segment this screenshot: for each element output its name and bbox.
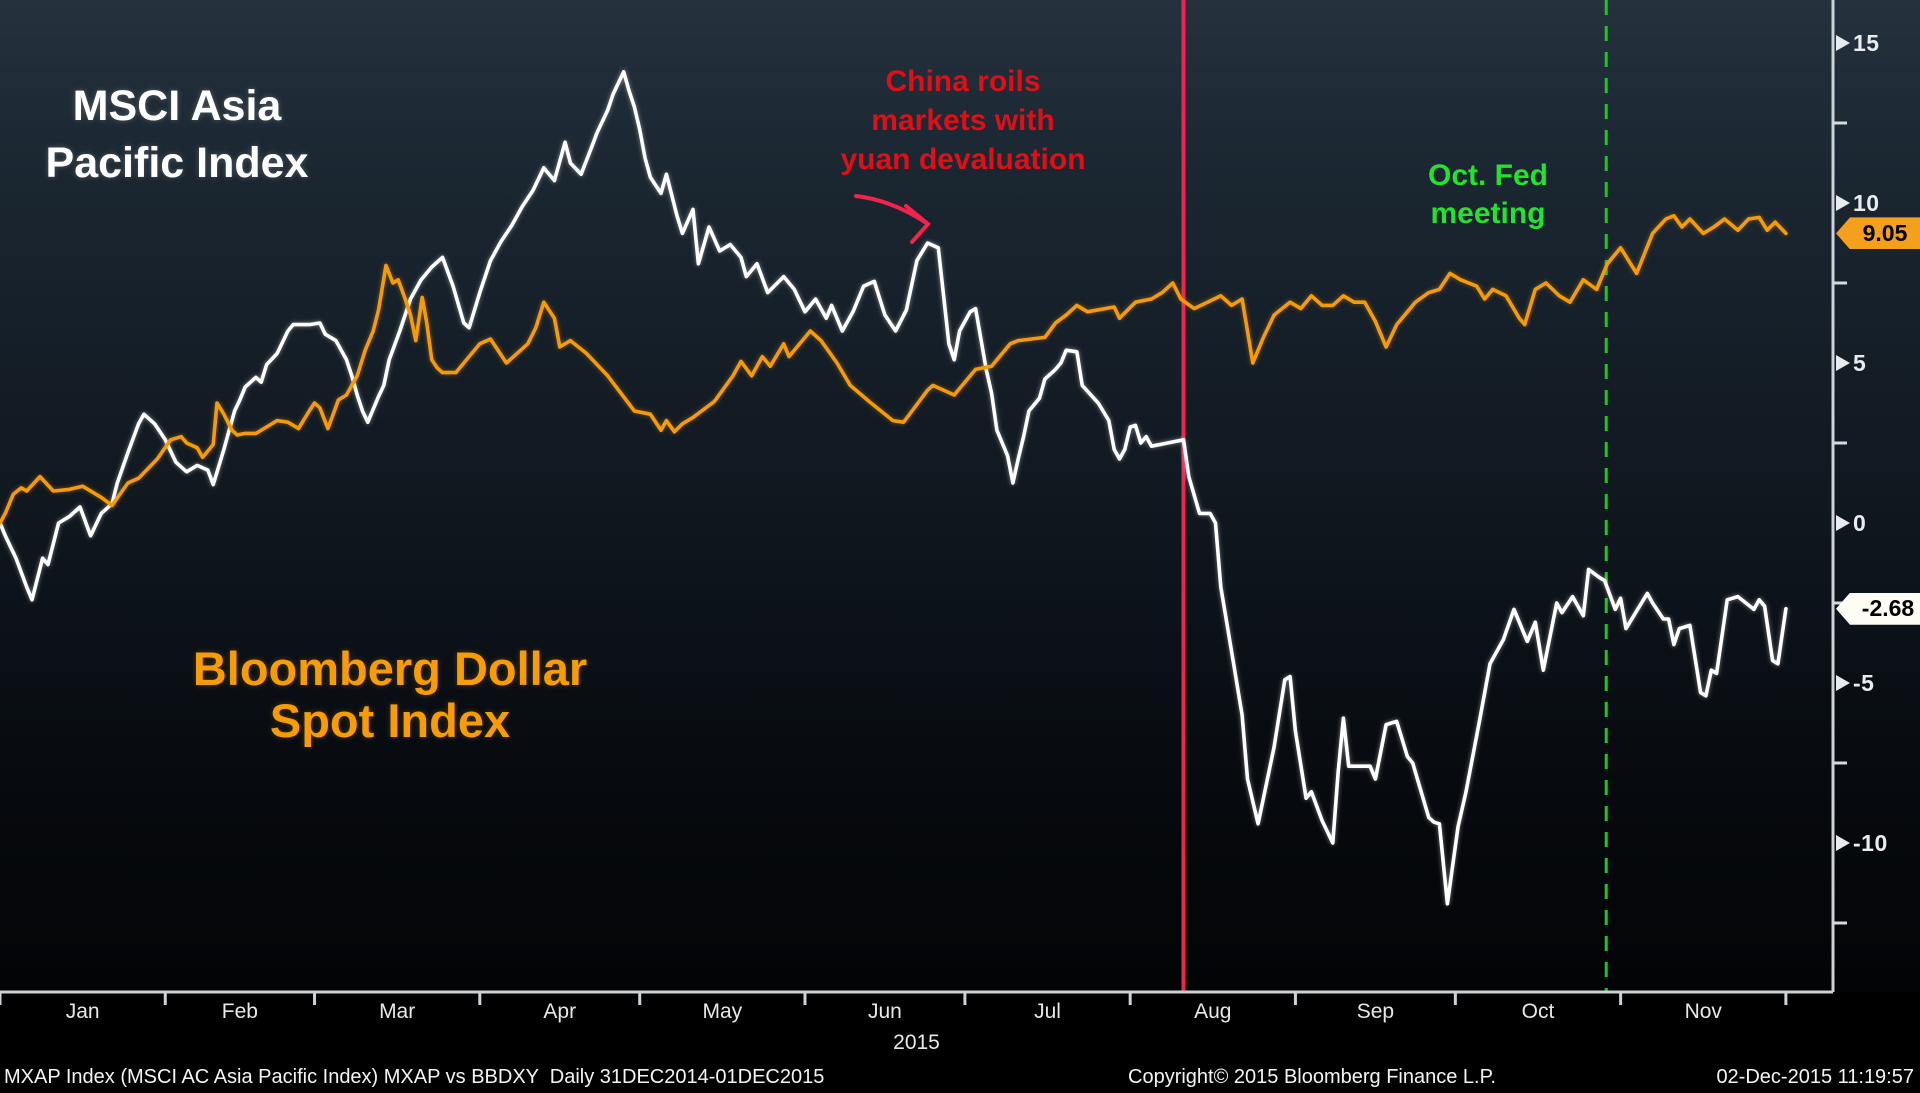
china-devaluation-annotation: China roils markets with yuan devaluation <box>840 65 1086 176</box>
tick-arrow-icon <box>1836 515 1850 531</box>
x-axis-month-mar: Mar <box>379 1000 416 1023</box>
x-axis-month-oct: Oct <box>1521 1000 1555 1023</box>
tick-arrow-icon <box>1836 195 1850 211</box>
x-axis-month-jun: Jun <box>868 1000 902 1023</box>
tick-arrow-icon <box>1836 35 1850 51</box>
x-axis-year-label: 2015 <box>893 1031 940 1054</box>
event-lines <box>1181 0 1608 992</box>
y-axis-tick-5: 5 <box>1836 348 1866 378</box>
x-axis-month-jul: Jul <box>1034 1000 1061 1023</box>
tick-arrow-icon <box>1836 835 1850 851</box>
status-bar: MXAP Index (MSCI AC Asia Pacific Index) … <box>0 1060 1920 1093</box>
x-axis-month-jan: Jan <box>65 1000 100 1023</box>
dollar-series-label: Bloomberg Dollar Spot Index <box>192 642 588 747</box>
y-axis-tick--10: -10 <box>1836 828 1888 858</box>
y-axis-tick-15: 15 <box>1836 28 1880 58</box>
tick-label: -5 <box>1853 669 1875 696</box>
footer-timestamp: 02-Dec-2015 11:19:57 <box>1716 1066 1914 1088</box>
msci-last-value-tag: -2.68 <box>1836 592 1920 625</box>
tick-label: -10 <box>1853 829 1888 856</box>
x-axis-month-aug: Aug <box>1194 1000 1232 1023</box>
msci-series-label: MSCI Asia Pacific Index <box>45 82 309 187</box>
axes <box>0 0 1847 1005</box>
y-axis-tick-0: 0 <box>1836 508 1866 538</box>
x-axis-month-nov: Nov <box>1684 1000 1722 1023</box>
tick-label: 15 <box>1853 29 1880 56</box>
red-annotation-arrow-icon <box>854 194 931 244</box>
footer-copyright: Copyright© 2015 Bloomberg Finance L.P. <box>1128 1066 1496 1088</box>
footer-ticker-description: MXAP Index (MSCI AC Asia Pacific Index) … <box>4 1066 825 1088</box>
x-axis-month-apr: Apr <box>543 1000 577 1023</box>
tick-arrow-icon <box>1836 355 1850 371</box>
tick-arrow-icon <box>1836 675 1850 691</box>
x-axis-month-may: May <box>702 1000 743 1023</box>
y-axis-tick-10: 10 <box>1836 188 1880 218</box>
dollar-last-value-tag: 9.05 <box>1836 217 1920 250</box>
tick-label: 10 <box>1853 189 1880 216</box>
plot-area[interactable] <box>0 0 1920 992</box>
tick-label: 0 <box>1853 509 1867 536</box>
tick-label: 5 <box>1853 349 1867 376</box>
x-axis-month-feb: Feb <box>221 1000 258 1023</box>
fed-meeting-annotation: Oct. Fed meeting <box>1427 159 1548 230</box>
y-axis-tick--5: -5 <box>1836 668 1874 698</box>
series-lines <box>0 70 1788 906</box>
x-axis-month-sep: Sep <box>1356 1000 1395 1023</box>
